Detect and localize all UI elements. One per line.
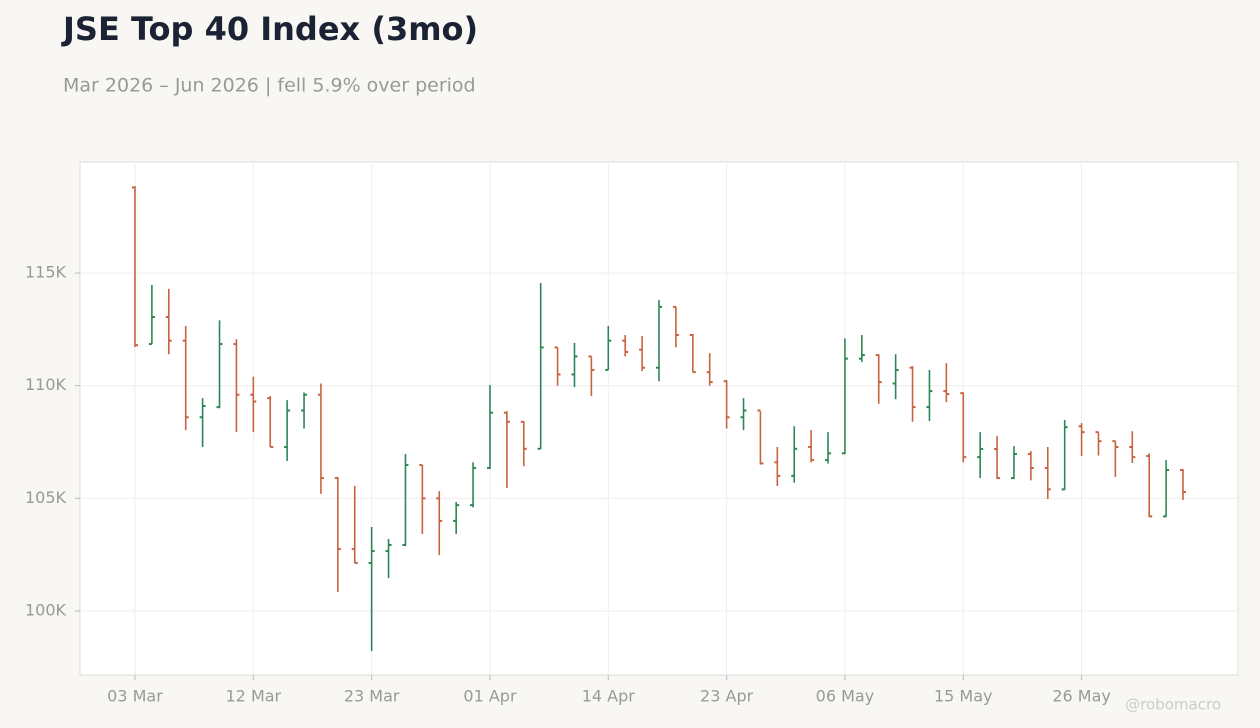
x-tick-label: 03 Mar <box>107 687 163 706</box>
chart-subtitle: Mar 2026 – Jun 2026 | fell 5.9% over per… <box>63 75 476 97</box>
x-tick-label: 26 May <box>1052 687 1111 706</box>
x-tick-label: 14 Apr <box>582 687 636 706</box>
y-tick-label: 100K <box>25 601 67 620</box>
x-tick-label: 15 May <box>934 687 993 706</box>
plot-area <box>79 161 1239 676</box>
y-tick-label: 105K <box>25 488 67 507</box>
x-tick-label: 23 Mar <box>344 687 400 706</box>
x-tick-label: 12 Mar <box>226 687 282 706</box>
chart-title: JSE Top 40 Index (3mo) <box>61 10 478 48</box>
x-tick-label: 06 May <box>816 687 875 706</box>
x-tick-label: 01 Apr <box>463 687 517 706</box>
y-tick-label: 115K <box>25 263 67 282</box>
y-tick-label: 110K <box>25 375 67 394</box>
x-tick-label: 23 Apr <box>700 687 754 706</box>
watermark: @robomacro <box>1125 696 1221 714</box>
